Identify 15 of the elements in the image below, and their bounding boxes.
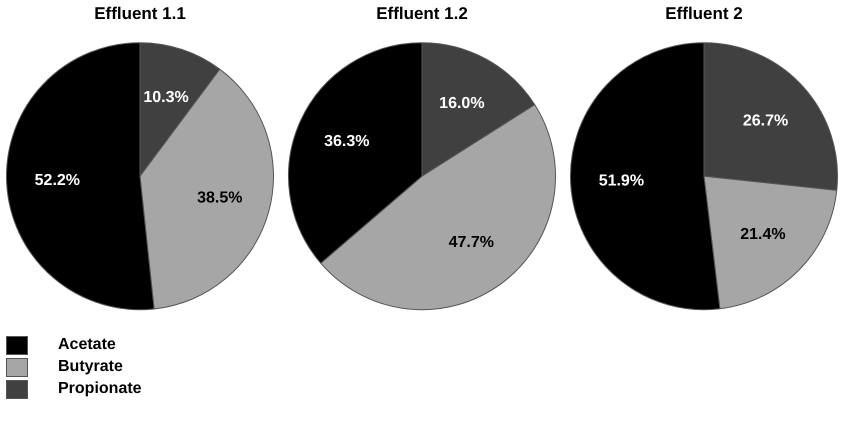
- data-label: 51.9%: [598, 172, 644, 190]
- legend-label: Propionate: [58, 380, 142, 398]
- data-label: 36.3%: [324, 133, 370, 150]
- data-label: 38.5%: [197, 189, 243, 206]
- data-label: 26.7%: [742, 112, 788, 130]
- data-label: 10.3%: [143, 89, 189, 106]
- data-label: 47.7%: [448, 234, 494, 252]
- chart-title: Effluent 2: [665, 4, 743, 23]
- data-label: 52.2%: [34, 172, 80, 189]
- legend-label: Butyrate: [58, 358, 123, 376]
- chart-title: Effluent 1.1: [94, 4, 186, 23]
- chart-title: Effluent 1.2: [376, 4, 468, 23]
- data-label: 16.0%: [439, 95, 485, 112]
- data-label: 21.4%: [740, 226, 786, 243]
- legend-label: Acetate: [58, 336, 116, 354]
